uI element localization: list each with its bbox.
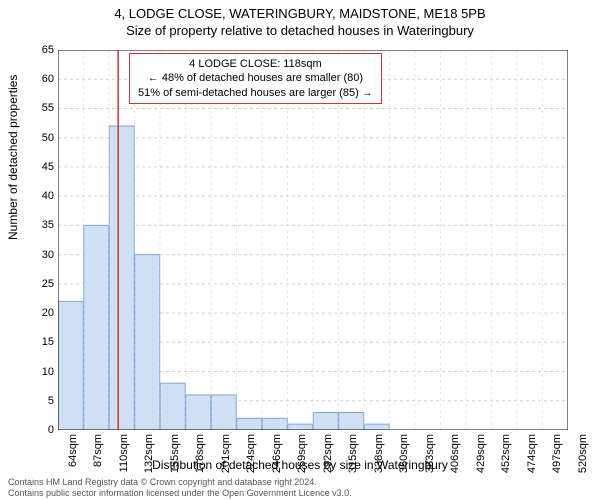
y-tick-label: 20	[24, 307, 54, 319]
x-tick-label: 64sqm	[67, 434, 79, 474]
x-tick-label: 110sqm	[118, 434, 130, 474]
x-tick-label: 406sqm	[449, 434, 461, 474]
y-tick-label: 15	[24, 336, 54, 348]
y-tick-label: 35	[24, 219, 54, 231]
annotation-line2: ← 48% of detached houses are smaller (80…	[138, 71, 373, 85]
chart-area: 4 LODGE CLOSE: 118sqm ← 48% of detached …	[58, 50, 568, 430]
footer-line1: Contains HM Land Registry data © Crown c…	[8, 477, 352, 487]
title-main: 4, LODGE CLOSE, WATERINGBURY, MAIDSTONE,…	[0, 6, 600, 21]
y-axis-label: Number of detached properties	[6, 75, 20, 240]
y-tick-label: 60	[24, 73, 54, 85]
x-tick-label: 474sqm	[526, 434, 538, 474]
y-tick-label: 5	[24, 395, 54, 407]
x-tick-label: 178sqm	[194, 434, 206, 474]
x-tick-label: 429sqm	[475, 434, 487, 474]
y-tick-label: 10	[24, 366, 54, 378]
x-tick-label: 338sqm	[373, 434, 385, 474]
x-tick-label: 132sqm	[143, 434, 155, 474]
x-tick-label: 155sqm	[169, 434, 181, 474]
annotation-line1: 4 LODGE CLOSE: 118sqm	[138, 57, 373, 71]
footer-line2: Contains public sector information licen…	[8, 488, 352, 498]
y-tick-label: 25	[24, 278, 54, 290]
footer: Contains HM Land Registry data © Crown c…	[8, 477, 352, 498]
y-tick-label: 0	[24, 424, 54, 436]
title-sub: Size of property relative to detached ho…	[0, 23, 600, 38]
x-tick-label: 315sqm	[347, 434, 359, 474]
y-tick-label: 50	[24, 132, 54, 144]
x-tick-label: 452sqm	[500, 434, 512, 474]
y-tick-label: 45	[24, 161, 54, 173]
x-tick-label: 269sqm	[296, 434, 308, 474]
y-tick-label: 65	[24, 44, 54, 56]
y-tick-label: 40	[24, 190, 54, 202]
x-tick-label: 87sqm	[92, 434, 104, 474]
annotation-box: 4 LODGE CLOSE: 118sqm ← 48% of detached …	[129, 53, 382, 104]
y-tick-label: 55	[24, 102, 54, 114]
x-tick-label: 520sqm	[577, 434, 589, 474]
annotation-line3: 51% of semi-detached houses are larger (…	[138, 86, 373, 100]
header: 4, LODGE CLOSE, WATERINGBURY, MAIDSTONE,…	[0, 0, 600, 38]
x-tick-label: 224sqm	[245, 434, 257, 474]
x-tick-label: 497sqm	[551, 434, 563, 474]
x-tick-label: 360sqm	[398, 434, 410, 474]
x-tick-label: 383sqm	[424, 434, 436, 474]
x-tick-label: 292sqm	[322, 434, 334, 474]
y-tick-label: 30	[24, 249, 54, 261]
histogram-plot	[58, 50, 568, 430]
x-tick-label: 201sqm	[220, 434, 232, 474]
x-tick-label: 246sqm	[271, 434, 283, 474]
